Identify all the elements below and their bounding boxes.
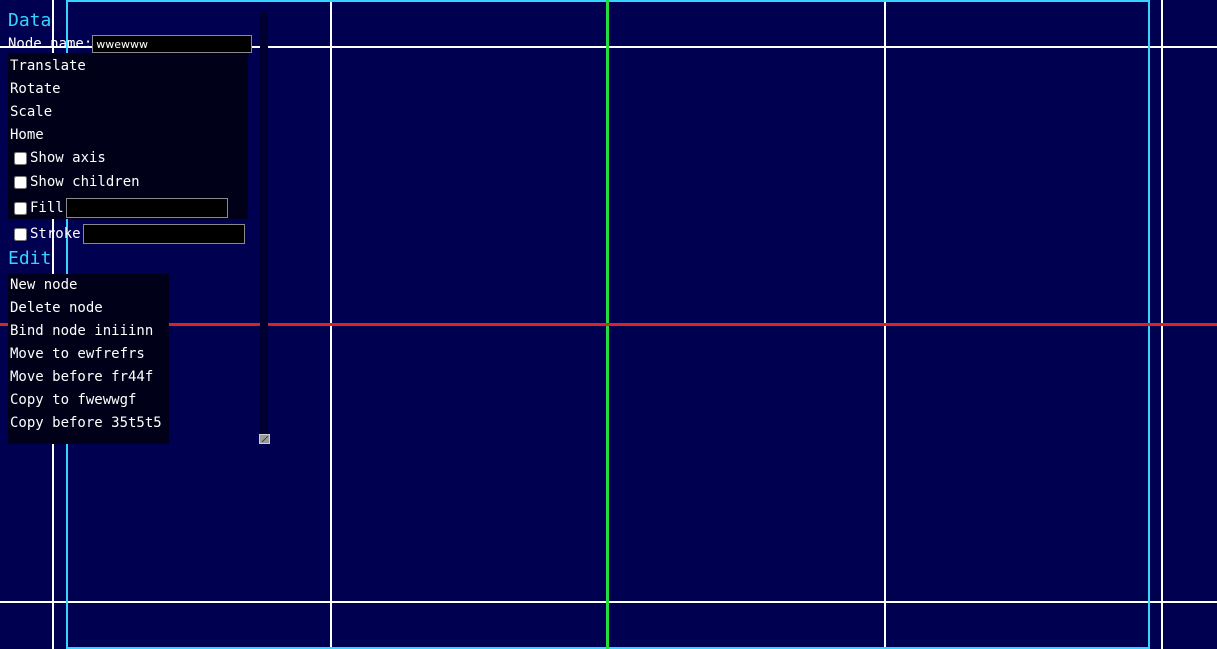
show-axis-label: Show axis (30, 150, 106, 166)
bind-node-button[interactable]: Bind node iniiinn (10, 323, 154, 339)
stroke-color-input[interactable] (82, 224, 245, 244)
home-button[interactable]: Home (10, 127, 44, 143)
edit-section-title: Edit (8, 248, 52, 269)
show-children-label: Show children (30, 174, 140, 190)
node-name-input[interactable] (92, 35, 253, 53)
edit-actions-box: New node Delete node Bind node iniiinn M… (8, 274, 169, 444)
control-panel: Data Node name: Translate Rotate Scale H… (8, 8, 270, 444)
move-before-button[interactable]: Move before fr44f (10, 369, 154, 385)
data-actions-box: Translate Rotate Scale Home Show axis Sh… (8, 53, 248, 244)
x-axis-line (0, 323, 1217, 326)
resize-handle-icon[interactable] (259, 434, 270, 444)
panel-scrollbar[interactable] (260, 12, 268, 434)
show-children-checkbox[interactable] (14, 175, 27, 189)
scale-button[interactable]: Scale (10, 104, 53, 120)
stroke-row: Stroke (12, 224, 248, 244)
fill-row: Fill (12, 198, 231, 218)
stroke-label: Stroke (30, 226, 81, 242)
fill-color-input[interactable] (65, 198, 228, 218)
delete-node-button[interactable]: Delete node (10, 300, 103, 316)
data-section-title: Data (8, 10, 52, 31)
rotate-button[interactable]: Rotate (10, 81, 61, 97)
stroke-checkbox[interactable] (14, 227, 27, 241)
new-node-button[interactable]: New node (10, 277, 78, 293)
show-axis-checkbox[interactable] (14, 151, 27, 165)
translate-button[interactable]: Translate (10, 58, 86, 74)
copy-before-button[interactable]: Copy before 35t5t5 (10, 415, 162, 431)
fill-label: Fill (30, 200, 64, 216)
move-to-button[interactable]: Move to ewfrefrs (10, 346, 145, 362)
node-name-label: Node name: (8, 36, 93, 52)
show-children-row: Show children (12, 174, 140, 190)
copy-to-button[interactable]: Copy to fwewwgf (10, 392, 137, 408)
node-name-row: Node name: (8, 34, 253, 54)
show-axis-row: Show axis (12, 150, 106, 166)
fill-checkbox[interactable] (14, 201, 27, 215)
